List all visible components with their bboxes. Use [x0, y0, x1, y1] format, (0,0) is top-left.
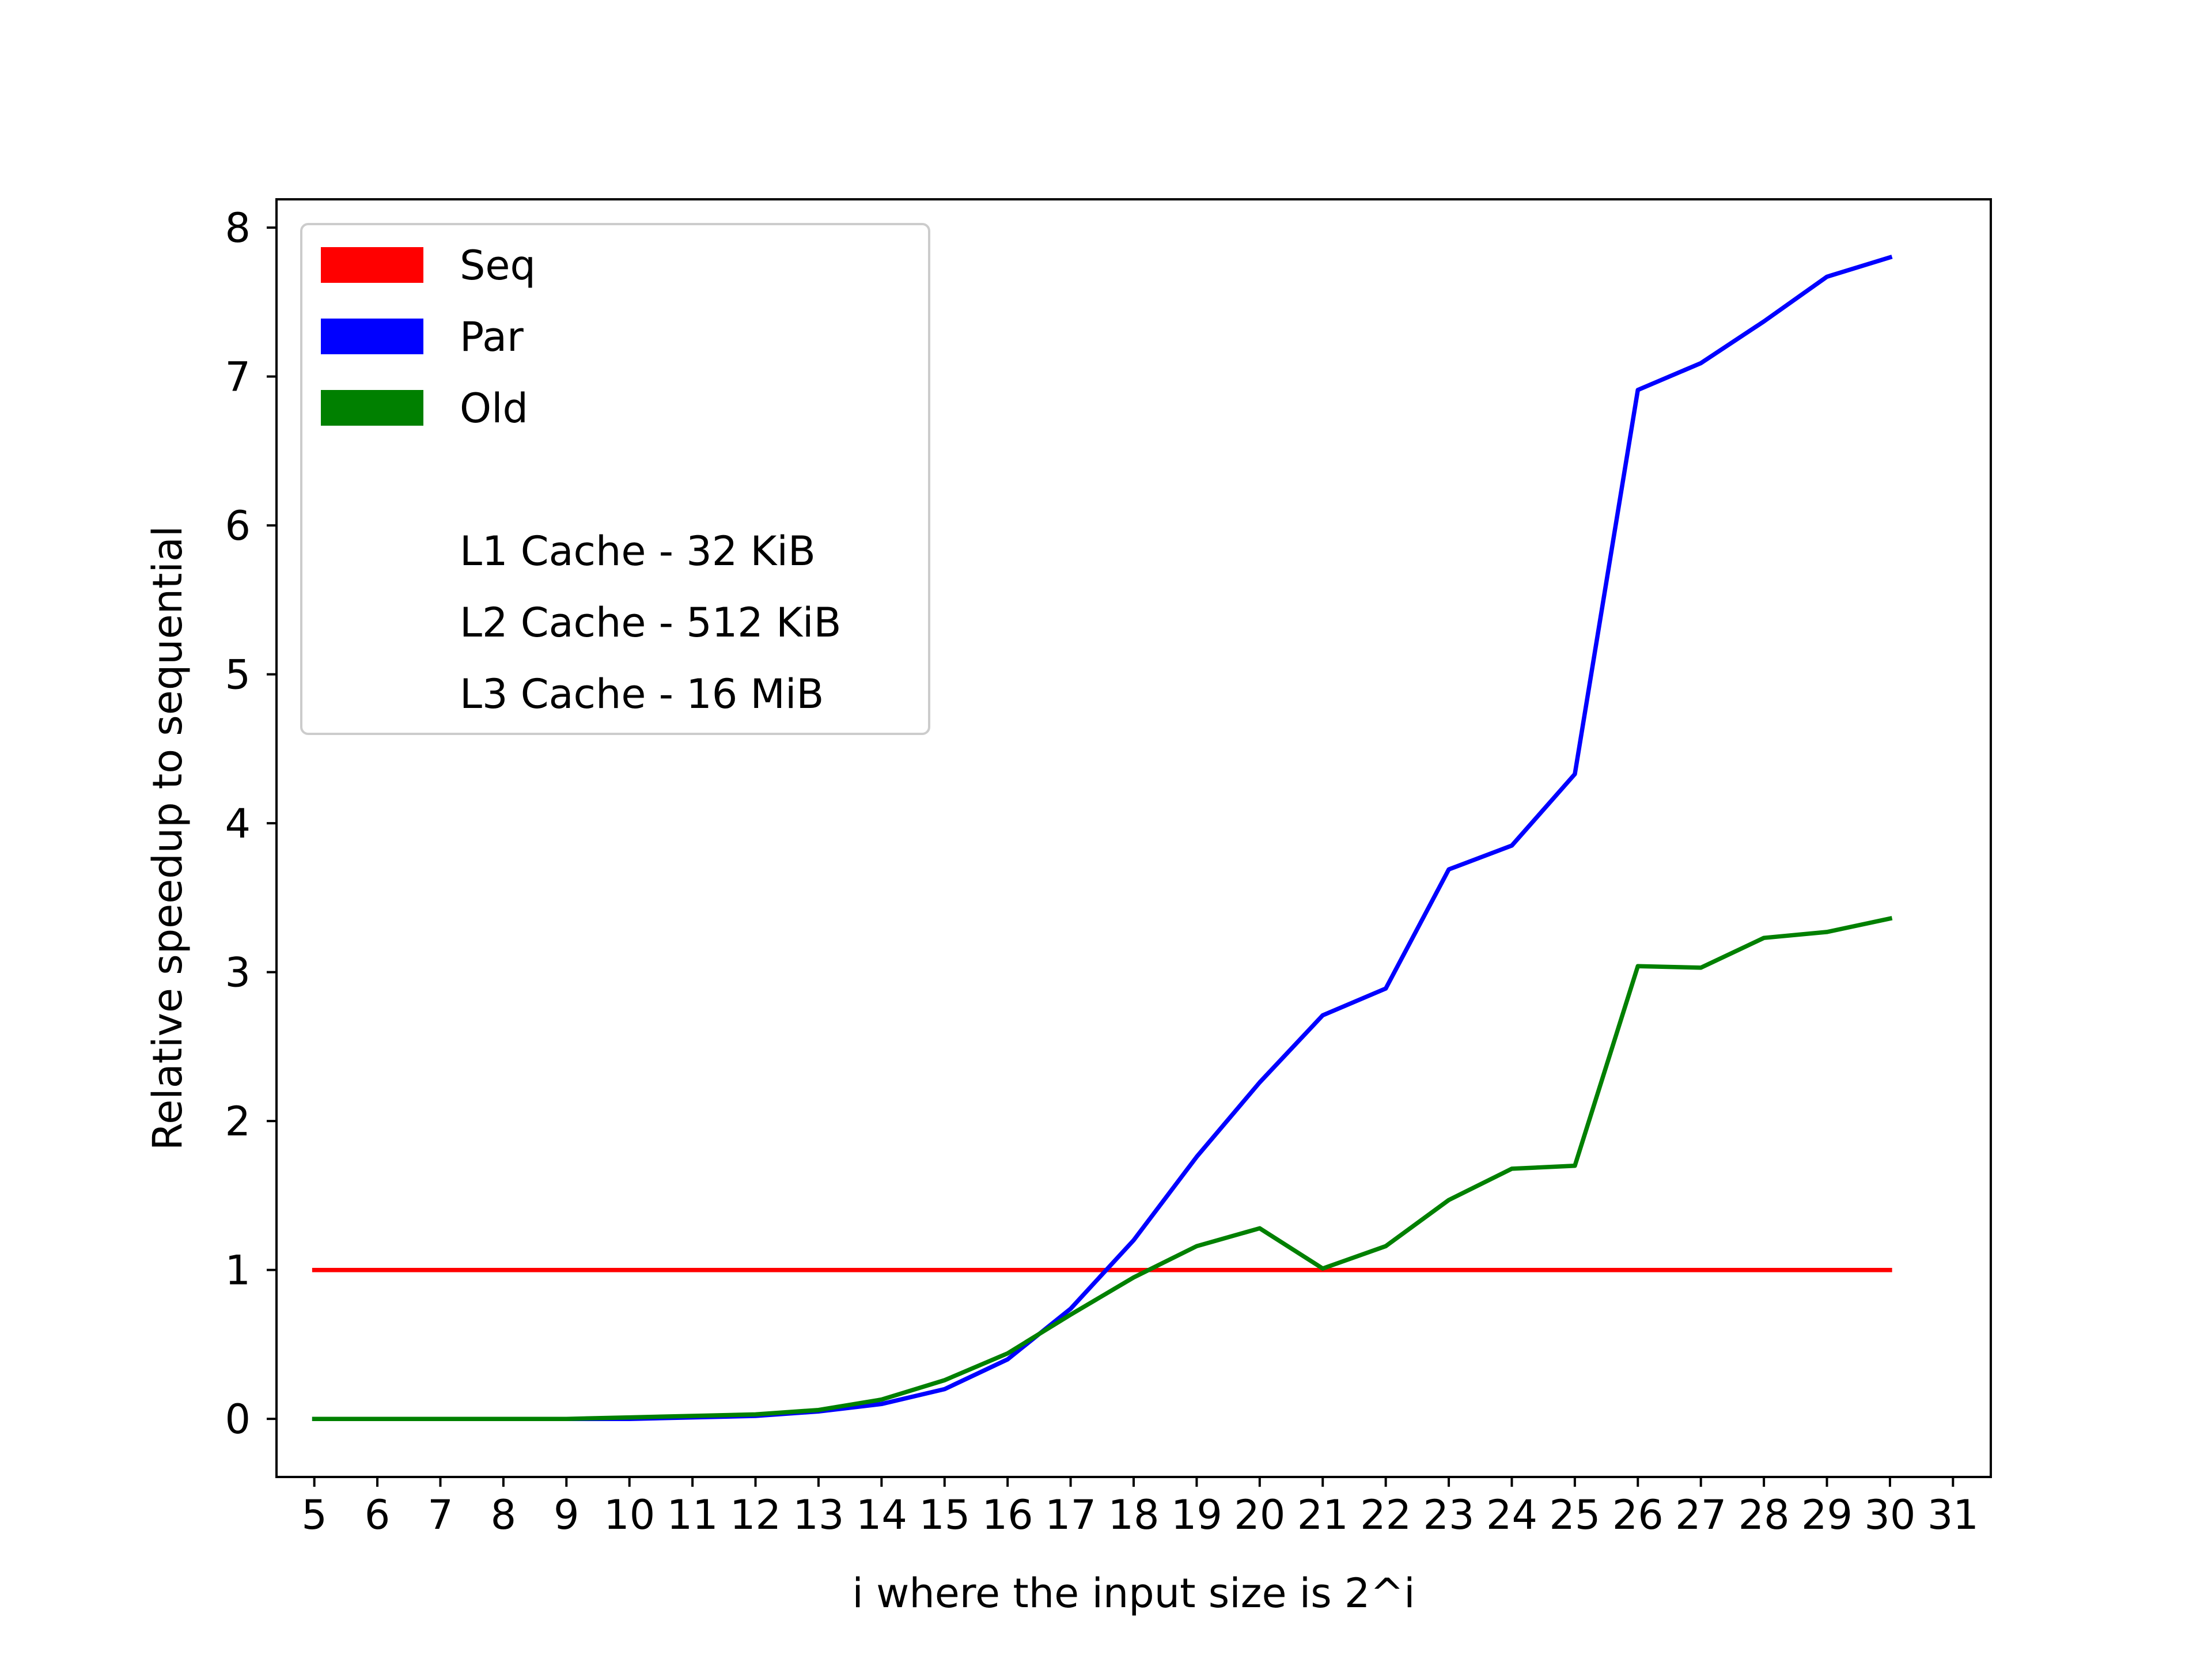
y-tick-label: 1 — [225, 1247, 251, 1294]
legend-cache-note: L2 Cache - 512 KiB — [460, 599, 841, 646]
legend-frame — [300, 223, 930, 735]
x-tick-label: 15 — [919, 1491, 970, 1539]
legend-swatch-par — [321, 319, 423, 354]
x-tick-label: 17 — [1045, 1491, 1096, 1539]
x-tick-label: 26 — [1612, 1491, 1664, 1539]
series-line-old — [312, 916, 1893, 1421]
x-tick-label: 8 — [491, 1491, 517, 1539]
x-axis-label: i where the input size is 2^i — [852, 1570, 1415, 1617]
x-tick-label: 12 — [730, 1491, 781, 1539]
y-tick-label: 0 — [225, 1396, 251, 1443]
y-axis-label: Relative speedup to sequential — [144, 526, 191, 1151]
x-tick-label: 29 — [1801, 1491, 1853, 1539]
y-tick-label: 6 — [225, 502, 251, 550]
x-tick-label: 10 — [604, 1491, 655, 1539]
x-tick-label: 14 — [856, 1491, 907, 1539]
x-tick-label: 19 — [1171, 1491, 1222, 1539]
y-tick-label: 4 — [225, 800, 251, 847]
legend-swatch-seq — [321, 247, 423, 283]
x-tick-label: 16 — [982, 1491, 1033, 1539]
x-tick-label: 6 — [365, 1491, 391, 1539]
x-tick-label: 18 — [1108, 1491, 1159, 1539]
x-tick-label: 20 — [1234, 1491, 1285, 1539]
y-tick-label: 7 — [225, 354, 251, 401]
x-tick-label: 23 — [1423, 1491, 1475, 1539]
plot-lines — [312, 255, 1893, 1421]
x-tick-label: 5 — [301, 1491, 327, 1539]
y-tick-label: 8 — [225, 204, 251, 252]
x-tick-label: 7 — [427, 1491, 453, 1539]
legend-label-par: Par — [460, 313, 524, 361]
x-tick-label: 22 — [1360, 1491, 1411, 1539]
x-axis-ticks: 5 6 7 8 9 10 11 12 13 14 15 16 17 18 19 20 21 22 23 24 25 26 2… — [301, 1477, 1979, 1539]
x-tick-label: 11 — [667, 1491, 718, 1539]
x-tick-label: 24 — [1486, 1491, 1537, 1539]
x-tick-label: 21 — [1297, 1491, 1349, 1539]
y-axis-ticks: 0 1 2 3 4 5 6 7 8 — [225, 204, 276, 1443]
legend-cache-note: L1 Cache - 32 KiB — [460, 528, 816, 575]
legend-label-seq: Seq — [460, 242, 536, 289]
legend-label-old: Old — [460, 385, 528, 432]
legend-swatch-old — [321, 390, 423, 426]
legend-cache-note: L3 Cache - 16 MiB — [460, 671, 824, 718]
y-tick-label: 2 — [225, 1098, 251, 1145]
x-tick-label: 30 — [1864, 1491, 1915, 1539]
x-tick-label: 31 — [1927, 1491, 1979, 1539]
x-tick-label: 9 — [554, 1491, 579, 1539]
x-tick-label: 27 — [1675, 1491, 1726, 1539]
x-tick-label: 28 — [1738, 1491, 1790, 1539]
legend: Seq Par Old L1 Cache - 32 KiB L2 Cache - 512… — [300, 223, 930, 735]
y-tick-label: 5 — [225, 652, 251, 699]
x-tick-label: 13 — [793, 1491, 844, 1539]
x-tick-label: 25 — [1549, 1491, 1600, 1539]
y-tick-label: 3 — [225, 949, 251, 997]
